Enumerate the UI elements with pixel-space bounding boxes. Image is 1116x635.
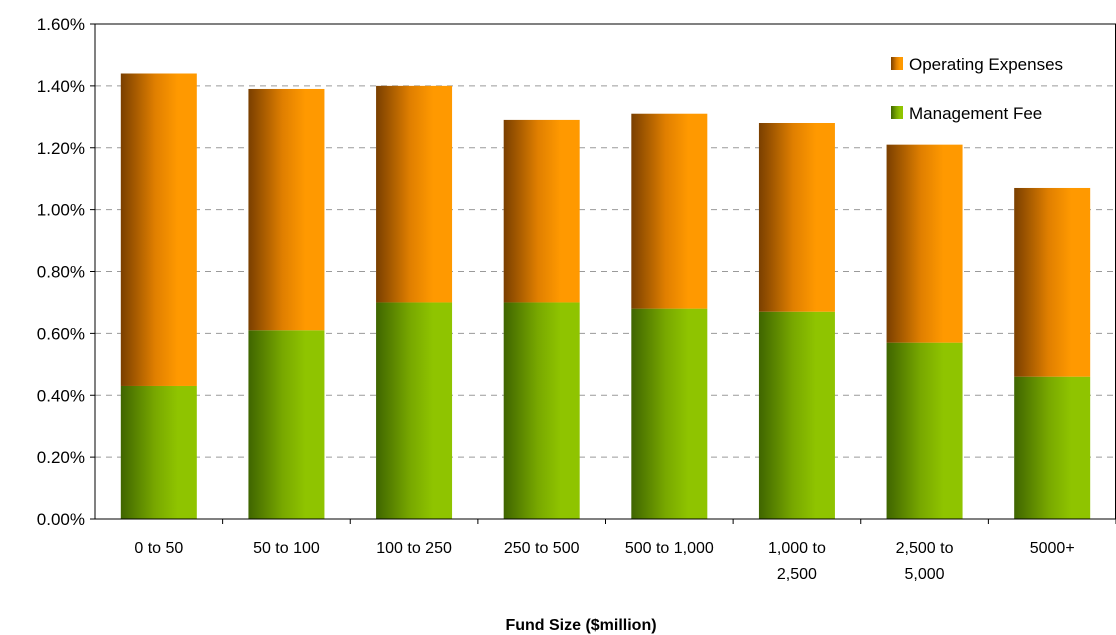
x-category-label-line: 2,500 to <box>896 540 954 557</box>
bar-management-fee <box>120 385 197 519</box>
bar-operating-expenses <box>120 73 197 386</box>
y-tick-label: 0.80% <box>37 263 85 282</box>
legend: Operating Expenses Management Fee <box>891 55 1063 123</box>
x-category-label-line: 100 to 250 <box>376 540 452 557</box>
bar-operating-expenses <box>376 85 453 303</box>
legend-label-operating-expenses: Operating Expenses <box>909 55 1063 74</box>
bar-operating-expenses <box>503 119 580 303</box>
x-category-label: 2,500 to 5,000 <box>896 540 954 583</box>
bar-management-fee <box>503 302 580 519</box>
x-category-label-line: 0 to 50 <box>134 540 183 557</box>
x-category-label: 50 to 100 <box>253 540 320 557</box>
y-tick-label: 0.60% <box>37 324 85 343</box>
bar-management-fee <box>758 311 835 519</box>
bar-management-fee <box>248 330 325 519</box>
x-category-labels: 0 to 50 50 to 100 100 to 250 250 to 500 500 … <box>134 519 1116 583</box>
x-category-label: 5000+ <box>1030 540 1075 557</box>
x-category-label-line: 5,000 <box>905 566 945 583</box>
bar-operating-expenses <box>631 113 708 309</box>
bar-management-fee <box>376 302 453 519</box>
y-tick-label: 0.00% <box>37 510 85 529</box>
bars <box>120 73 1091 519</box>
x-category-label: 500 to 1,000 <box>625 540 714 557</box>
legend-swatch-management-fee <box>891 106 903 119</box>
gridlines <box>95 23 1116 519</box>
y-tick-label: 1.60% <box>37 15 85 34</box>
x-category-label: 1,000 to 2,500 <box>768 540 826 583</box>
x-category-label-line: 2,500 <box>777 566 817 583</box>
bar-management-fee <box>886 342 963 519</box>
y-tick-label: 1.20% <box>37 139 85 158</box>
bar-operating-expenses <box>886 144 963 343</box>
bar-operating-expenses <box>758 123 835 312</box>
legend-swatch-operating-expenses <box>891 57 903 70</box>
x-category-label-line: 1,000 to <box>768 540 826 557</box>
x-axis-title: Fund Size ($million) <box>505 617 656 634</box>
x-category-label: 0 to 50 <box>134 540 183 557</box>
legend-label-management-fee: Management Fee <box>909 104 1042 123</box>
x-category-label-line: 250 to 500 <box>504 540 580 557</box>
y-tick-label: 0.40% <box>37 386 85 405</box>
y-tick-labels: 0.00% 0.20% 0.40% 0.60% 0.80% 1.00% 1.20% 1.40%… <box>37 15 95 529</box>
x-category-label: 250 to 500 <box>504 540 580 557</box>
bar-operating-expenses <box>248 88 325 331</box>
x-category-label-line: 500 to 1,000 <box>625 540 714 557</box>
y-tick-label: 0.20% <box>37 448 85 467</box>
x-category-label: 100 to 250 <box>376 540 452 557</box>
x-category-label-line: 50 to 100 <box>253 540 320 557</box>
y-tick-label: 1.00% <box>37 201 85 220</box>
bar-operating-expenses <box>1014 187 1091 377</box>
bar-management-fee <box>1014 376 1091 519</box>
x-category-label-line: 5000+ <box>1030 540 1075 557</box>
bar-management-fee <box>631 308 708 519</box>
y-tick-label: 1.40% <box>37 77 85 96</box>
